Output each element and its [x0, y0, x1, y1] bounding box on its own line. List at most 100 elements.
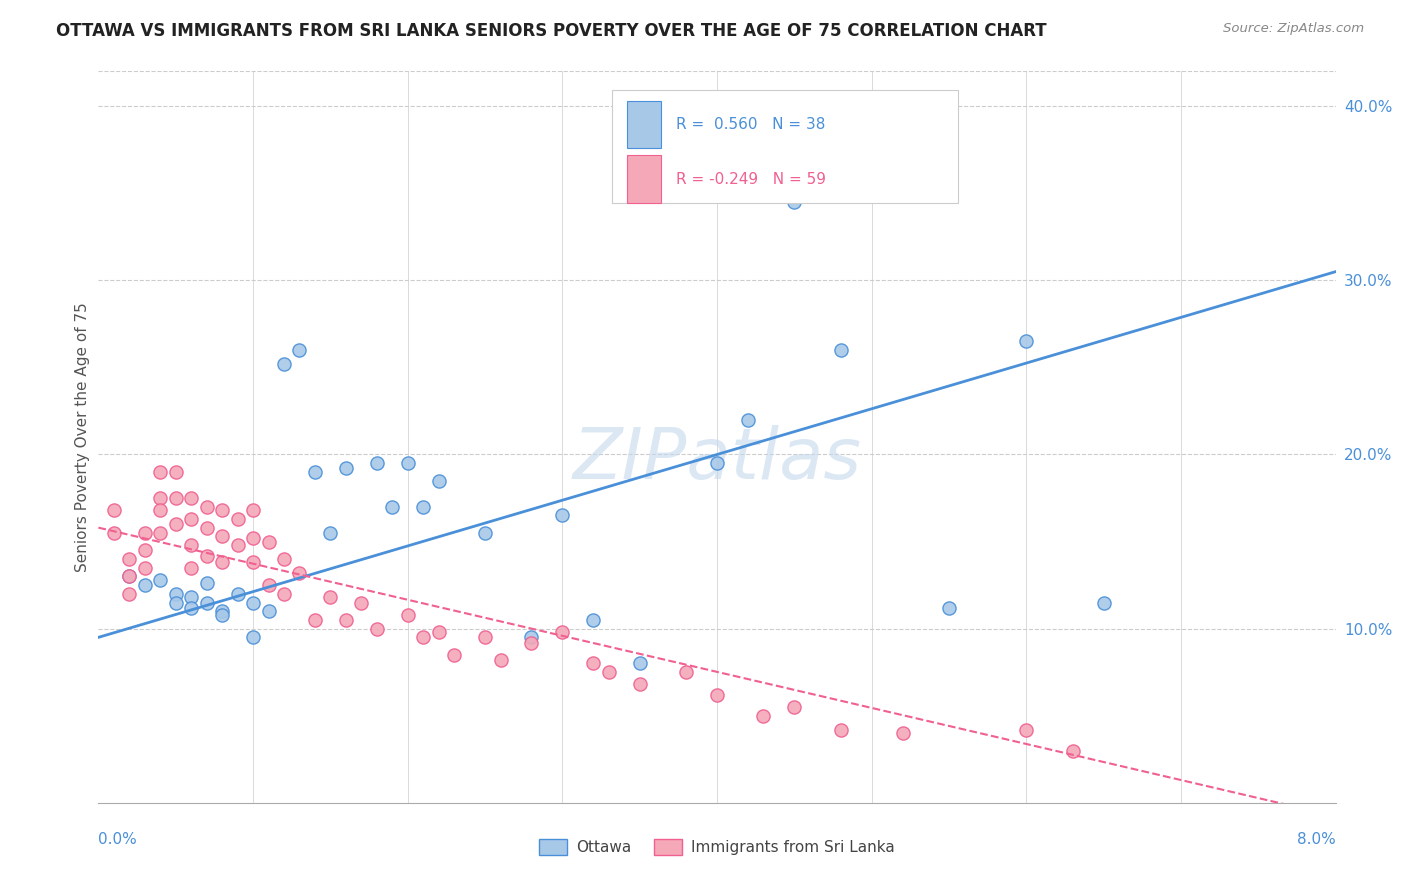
Point — [288, 343, 311, 357]
Point — [118, 587, 141, 601]
Point — [103, 503, 125, 517]
Point — [211, 604, 233, 618]
Point — [412, 631, 434, 645]
Point — [226, 512, 249, 526]
Point — [427, 474, 450, 488]
Bar — [627, 101, 661, 148]
Point — [474, 525, 496, 540]
Point — [103, 525, 125, 540]
Point — [304, 613, 326, 627]
Point — [706, 688, 728, 702]
Point — [165, 595, 187, 609]
Point — [366, 622, 388, 636]
Point — [335, 461, 357, 475]
Point — [489, 653, 512, 667]
Point — [520, 635, 543, 649]
Point — [180, 538, 202, 552]
Text: R =  0.560   N = 38: R = 0.560 N = 38 — [676, 117, 825, 132]
Point — [675, 665, 697, 680]
Point — [1015, 334, 1038, 349]
Point — [180, 600, 202, 615]
Point — [737, 412, 759, 426]
Point — [165, 517, 187, 532]
Text: ZIPatlas: ZIPatlas — [572, 425, 862, 493]
Point — [474, 631, 496, 645]
Point — [319, 591, 342, 605]
Point — [1092, 595, 1115, 609]
Point — [350, 595, 373, 609]
Text: 0.0%: 0.0% — [98, 832, 138, 847]
Point — [273, 357, 295, 371]
Point — [134, 578, 156, 592]
Text: 8.0%: 8.0% — [1296, 832, 1336, 847]
Point — [195, 521, 218, 535]
Point — [180, 512, 202, 526]
Point — [830, 343, 852, 357]
Point — [628, 657, 651, 671]
Point — [211, 556, 233, 570]
Point — [180, 491, 202, 505]
Point — [938, 600, 960, 615]
Point — [582, 613, 605, 627]
Point — [628, 677, 651, 691]
Point — [443, 648, 465, 662]
Point — [118, 569, 141, 583]
Point — [783, 194, 806, 209]
Point — [427, 625, 450, 640]
Point — [242, 556, 264, 570]
Point — [149, 465, 172, 479]
Point — [412, 500, 434, 514]
Point — [134, 525, 156, 540]
Point — [706, 456, 728, 470]
Point — [180, 591, 202, 605]
Point — [288, 566, 311, 580]
FancyBboxPatch shape — [612, 90, 959, 203]
Point — [211, 529, 233, 543]
Point — [242, 503, 264, 517]
Point — [165, 491, 187, 505]
Point — [242, 595, 264, 609]
Point — [381, 500, 404, 514]
Point — [257, 534, 280, 549]
Point — [149, 525, 172, 540]
Point — [551, 625, 574, 640]
Point — [134, 560, 156, 574]
Point — [165, 465, 187, 479]
Point — [319, 525, 342, 540]
Point — [752, 708, 775, 723]
Point — [273, 587, 295, 601]
Point — [891, 726, 914, 740]
Point — [149, 573, 172, 587]
Point — [273, 552, 295, 566]
Point — [195, 549, 218, 563]
Point — [195, 500, 218, 514]
Point — [598, 665, 620, 680]
Point — [149, 491, 172, 505]
Point — [195, 595, 218, 609]
Point — [830, 723, 852, 737]
Point — [257, 604, 280, 618]
Point — [180, 560, 202, 574]
Point — [242, 531, 264, 545]
Text: Source: ZipAtlas.com: Source: ZipAtlas.com — [1223, 22, 1364, 36]
Bar — [627, 155, 661, 203]
Point — [396, 456, 419, 470]
Y-axis label: Seniors Poverty Over the Age of 75: Seniors Poverty Over the Age of 75 — [75, 302, 90, 572]
Point — [335, 613, 357, 627]
Point — [134, 543, 156, 558]
Text: OTTAWA VS IMMIGRANTS FROM SRI LANKA SENIORS POVERTY OVER THE AGE OF 75 CORRELATI: OTTAWA VS IMMIGRANTS FROM SRI LANKA SENI… — [56, 22, 1047, 40]
Point — [582, 657, 605, 671]
Point — [242, 631, 264, 645]
Point — [165, 587, 187, 601]
Point — [118, 569, 141, 583]
Point — [1015, 723, 1038, 737]
Point — [226, 587, 249, 601]
Point — [149, 503, 172, 517]
Point — [118, 552, 141, 566]
Point — [257, 578, 280, 592]
Point — [211, 503, 233, 517]
Legend: Ottawa, Immigrants from Sri Lanka: Ottawa, Immigrants from Sri Lanka — [533, 833, 901, 861]
Text: R = -0.249   N = 59: R = -0.249 N = 59 — [676, 172, 827, 186]
Point — [195, 576, 218, 591]
Point — [304, 465, 326, 479]
